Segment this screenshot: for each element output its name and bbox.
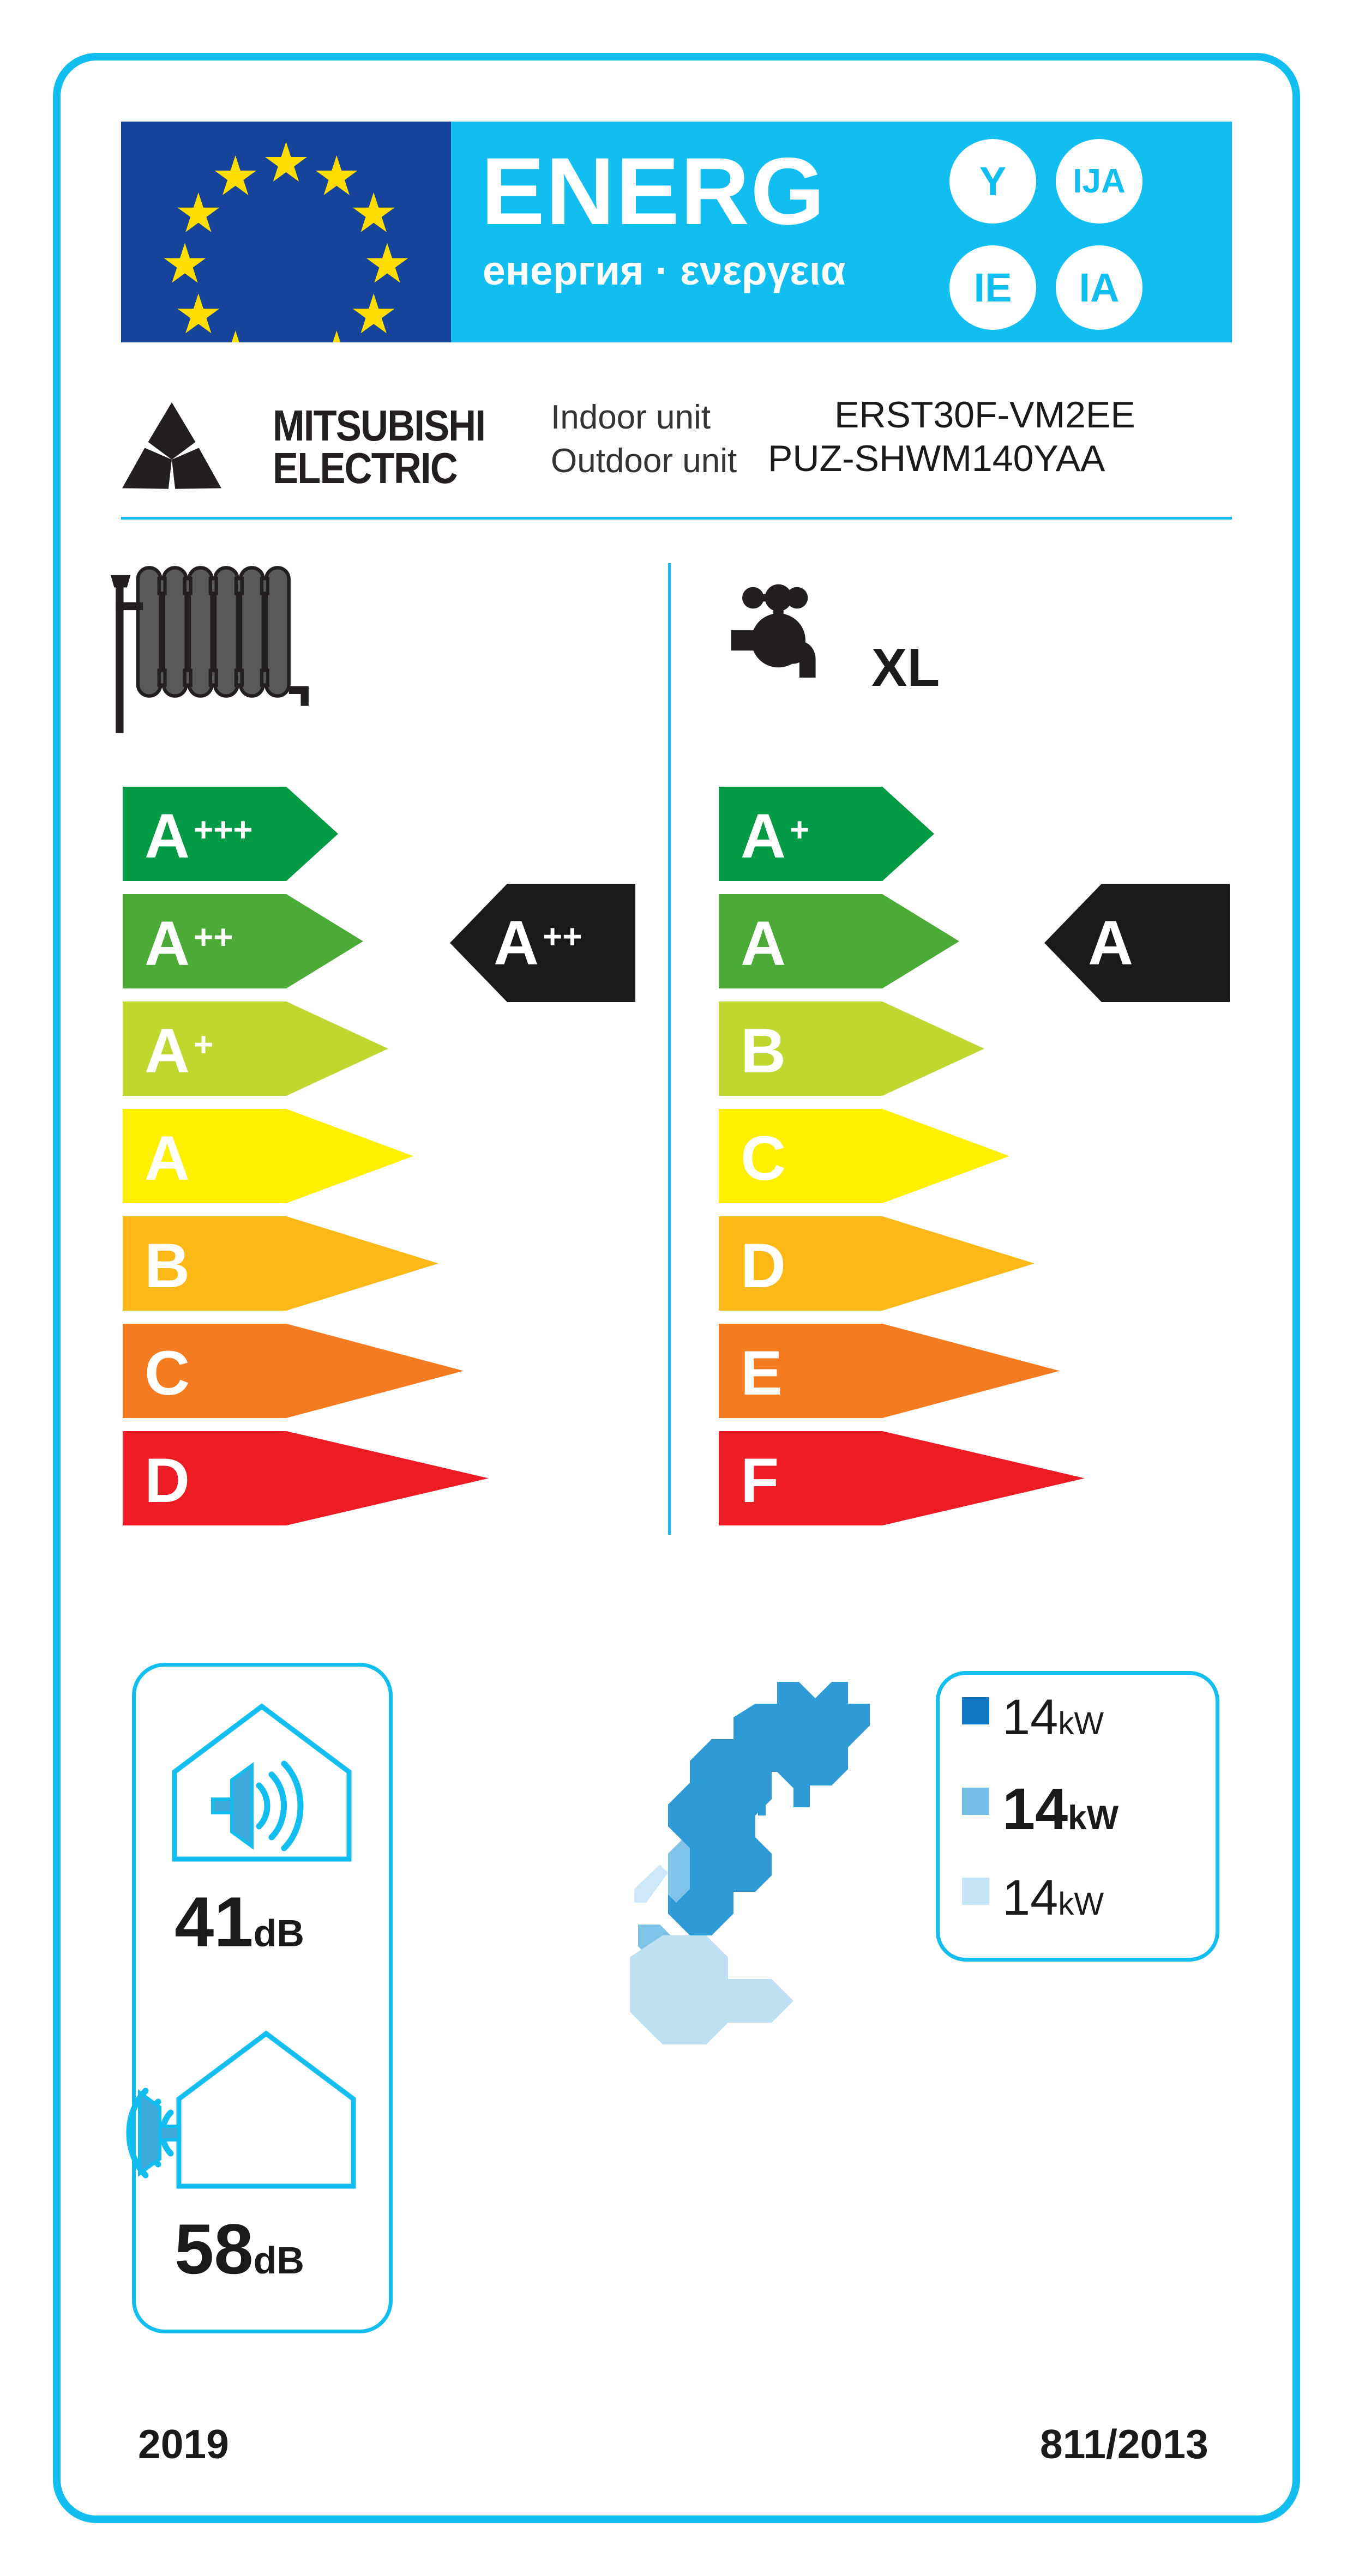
svg-text:A: A xyxy=(741,909,786,979)
svg-text:B: B xyxy=(741,1016,786,1086)
svg-text:+++: +++ xyxy=(194,811,253,849)
svg-text:A: A xyxy=(1088,908,1133,978)
svg-text:B: B xyxy=(145,1231,190,1301)
svg-text:++: ++ xyxy=(543,918,582,956)
svg-text:C: C xyxy=(741,1124,786,1193)
svg-text:C: C xyxy=(145,1338,190,1408)
svg-text:+: + xyxy=(194,1026,213,1064)
svg-text:D: D xyxy=(741,1231,786,1301)
svg-text:F: F xyxy=(741,1446,779,1516)
svg-text:+: + xyxy=(790,811,809,849)
svg-text:D: D xyxy=(145,1446,190,1516)
svg-text:A: A xyxy=(145,909,190,979)
svg-text:E: E xyxy=(741,1338,783,1408)
svg-text:++: ++ xyxy=(194,919,233,956)
svg-text:A: A xyxy=(145,801,190,871)
svg-text:A: A xyxy=(145,1016,190,1086)
svg-text:A: A xyxy=(494,908,539,978)
svg-text:A: A xyxy=(741,801,786,871)
svg-text:A: A xyxy=(145,1124,190,1193)
